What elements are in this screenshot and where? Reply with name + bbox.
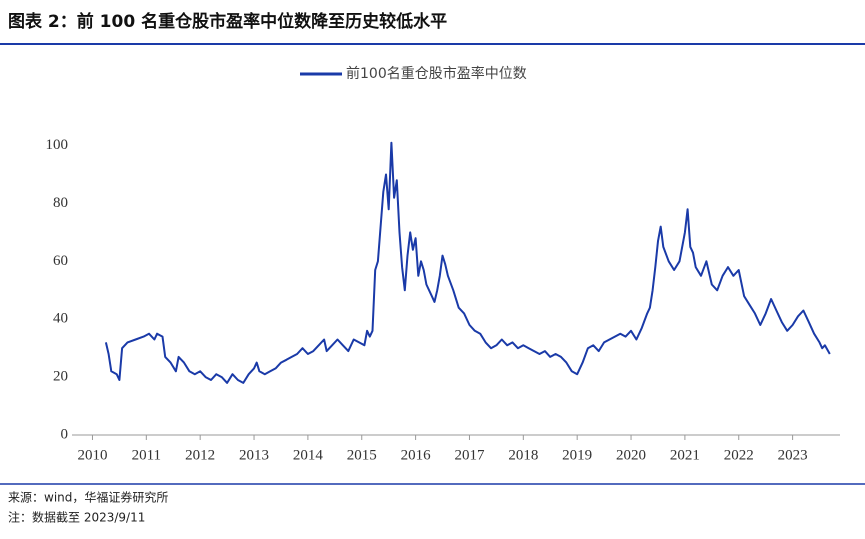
x-tick-label: 2022 [724, 447, 754, 463]
y-tick-label: 0 [61, 426, 69, 442]
x-tick-label: 2023 [778, 447, 808, 463]
y-tick-label: 100 [46, 137, 69, 153]
note: 注：数据截至 2023/9/11 [8, 510, 145, 525]
x-tick-label: 2018 [508, 447, 538, 463]
y-tick-label: 60 [53, 253, 68, 269]
x-tick-label: 2010 [77, 447, 107, 463]
y-tick-label: 20 [53, 369, 68, 385]
x-tick-label: 2012 [185, 447, 215, 463]
source: 来源：wind，华福证券研究所 [8, 490, 168, 505]
x-tick-label: 2017 [454, 447, 485, 463]
x-tick-label: 2020 [616, 447, 646, 463]
x-tick-label: 2015 [347, 447, 377, 463]
title: 图表 2：前 100 名重仓股市盈率中位数降至历史较低水平 [8, 11, 447, 32]
x-tick-label: 2021 [670, 447, 700, 463]
line-series [104, 141, 831, 384]
x-tick-label: 2011 [132, 447, 161, 463]
x-tick-label: 2016 [401, 447, 432, 463]
legend-label: 前100名重仓股市盈率中位数 [346, 65, 527, 82]
x-tick-label: 2014 [293, 447, 324, 463]
x-tick-label: 2019 [562, 447, 592, 463]
y-tick-label: 80 [53, 195, 68, 211]
x-tick-label: 2013 [239, 447, 269, 463]
y-tick-label: 40 [53, 311, 68, 327]
